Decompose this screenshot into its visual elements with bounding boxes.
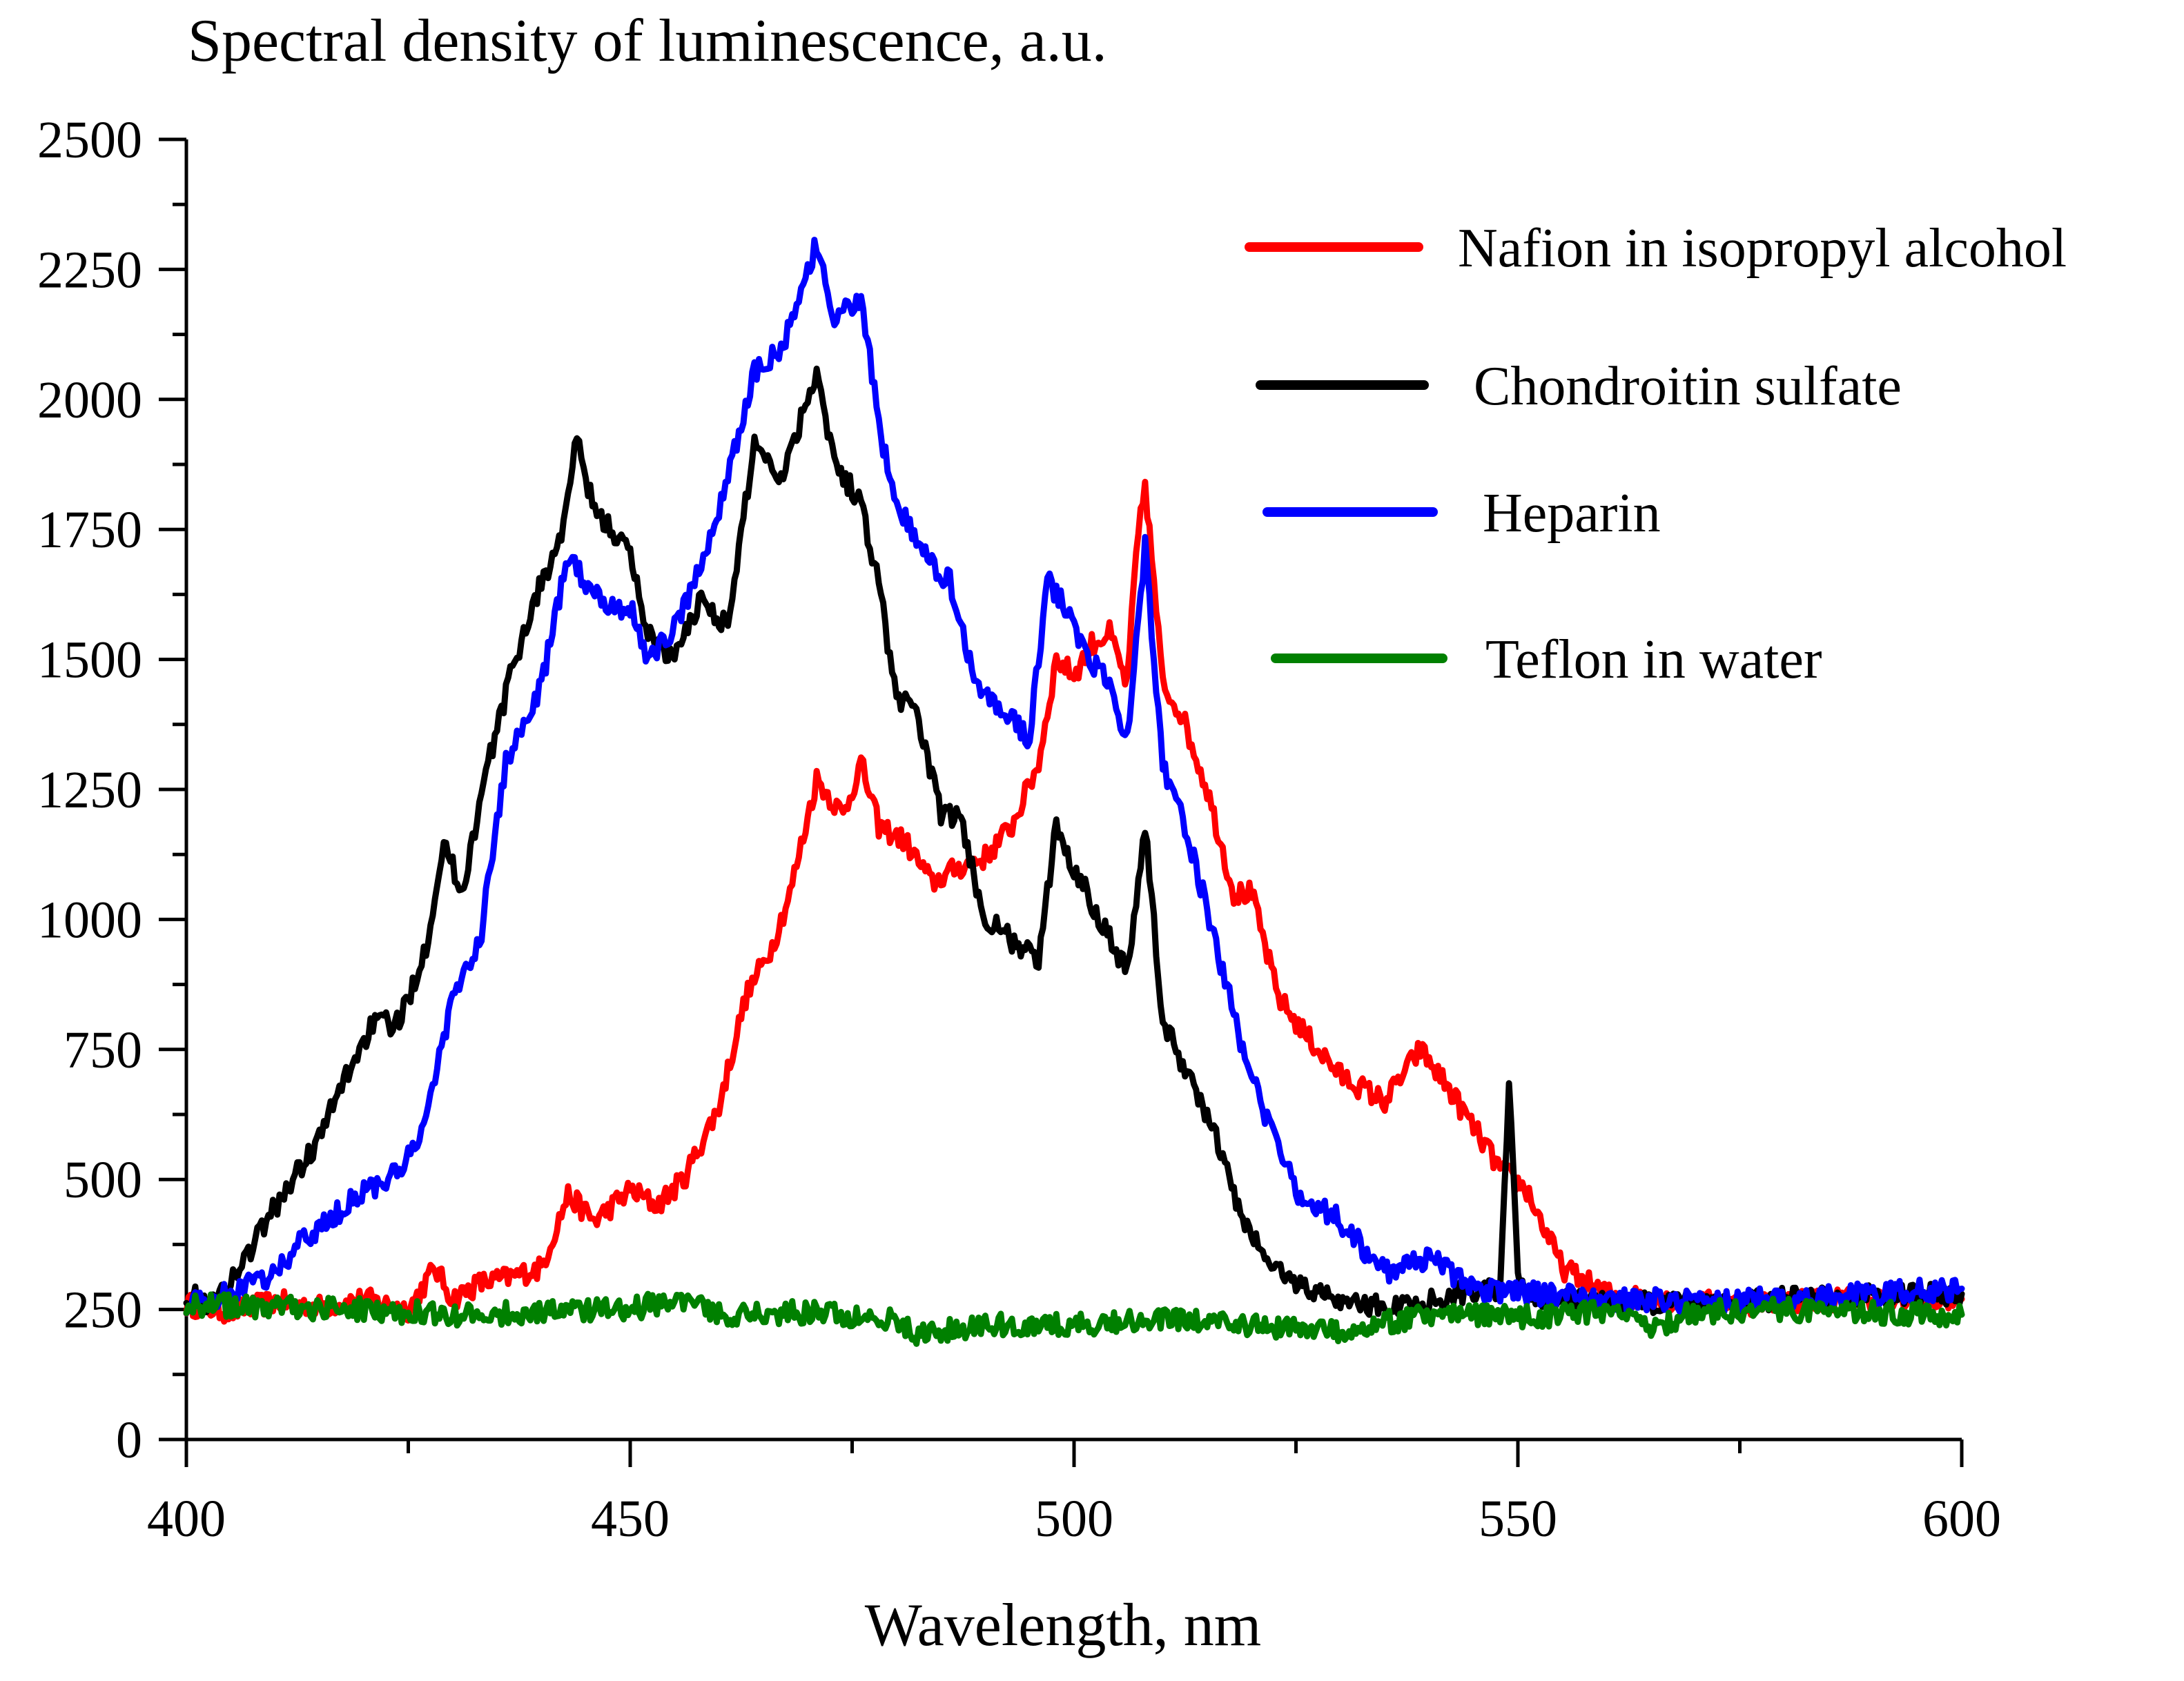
series-line-chondroitin-sulfate	[183, 365, 1965, 1318]
y-tick-label: 1000	[37, 891, 142, 949]
x-tick-label: 550	[1479, 1490, 1557, 1548]
legend-label: Heparin	[1483, 483, 1661, 544]
y-tick-label: 1500	[37, 631, 142, 689]
x-tick-label: 600	[1922, 1490, 2001, 1548]
y-tick-label: 250	[64, 1281, 142, 1339]
y-tick-label: 500	[64, 1151, 142, 1209]
x-tick-label: 500	[1035, 1490, 1113, 1548]
x-tick-label: 400	[147, 1490, 226, 1548]
y-axis-title: Spectral density of luminescence, a.u.	[188, 8, 1107, 75]
y-tick-label: 2500	[37, 111, 142, 169]
y-tick-label: 750	[64, 1021, 142, 1079]
legend: Nafion in isopropyl alcohol Chondroitin s…	[1245, 218, 2067, 690]
legend-label: Teflon in water	[1485, 629, 1822, 690]
y-tick-label: 2000	[37, 371, 142, 429]
x-axis-title: Wavelength, nm	[865, 1592, 1262, 1659]
series-layer	[183, 237, 1965, 1347]
series-line-heparin	[183, 237, 1965, 1317]
y-tick-label: 2250	[37, 241, 142, 299]
axes: 0 250 500 750 1000 1250 1500 1750 2000 2250 2500 40…	[37, 111, 2001, 1548]
legend-label: Chondroitin sulfate	[1474, 356, 1902, 417]
legend-label: Nafion in isopropyl alcohol	[1458, 218, 2067, 279]
y-tick-label: 1750	[37, 501, 142, 559]
x-tick-label: 450	[591, 1490, 670, 1548]
series-line-teflon-in-water	[183, 1290, 1965, 1347]
series-line-nafion-in-isopropyl-alcohol	[183, 478, 1965, 1325]
y-tick-label: 0	[116, 1411, 142, 1469]
y-tick-label: 1250	[37, 761, 142, 819]
